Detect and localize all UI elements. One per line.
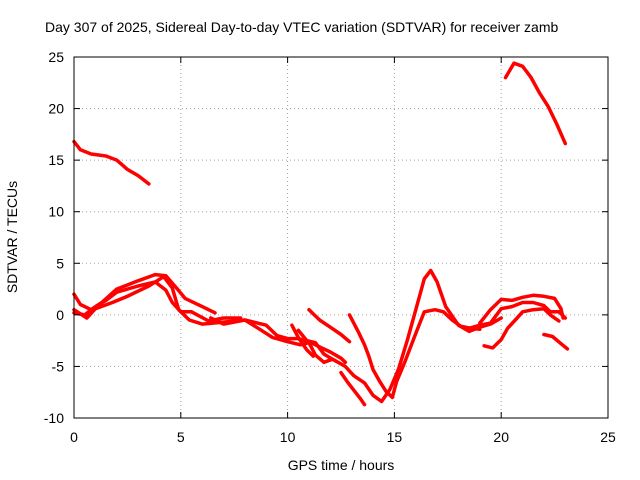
series-line-sat-c [72,272,217,315]
series-group [72,61,570,407]
series-line-sat-h [290,323,315,358]
y-axis: -10 -5 0 5 10 15 20 25 [44,49,608,426]
series-line-sat-k [339,370,367,407]
x-axis-label: GPS time / hours [288,457,395,473]
y-tick-label: 0 [56,307,64,323]
y-tick-label: 25 [48,49,64,65]
series-line-sat-o [542,332,570,351]
series-line-sat-d [72,280,243,323]
chart-title: Day 307 of 2025, Sidereal Day-to-day VTE… [45,19,558,35]
x-tick-label: 0 [70,429,78,445]
y-tick-label: 10 [48,204,64,220]
y-axis-label: SDTVAR / TECUs [4,181,20,293]
x-tick-label: 15 [387,429,403,445]
x-tick-label: 25 [600,429,616,445]
y-tick-label: 15 [48,152,64,168]
plot-frame [73,56,609,419]
series-line-sat-f [208,268,503,404]
series-line-sat-l [478,293,565,325]
series-line-sat-b [503,61,568,146]
y-tick-label: -10 [44,410,64,426]
series-line-sat-n [482,306,561,350]
x-tick-label: 5 [177,429,185,445]
x-axis: 0 5 10 15 20 25 [70,57,616,445]
y-tick-label: 5 [56,255,64,271]
x-tick-label: 20 [493,429,509,445]
series-line-sat-a [72,139,151,186]
y-tick-label: 20 [48,101,64,117]
series-line-sat-m [467,300,568,331]
x-tick-label: 10 [280,429,296,445]
y-tick-label: -5 [52,358,65,374]
series-line-sat-i [307,307,352,344]
series-line-sat-g [296,328,335,361]
series-line-sat-j [347,307,482,400]
